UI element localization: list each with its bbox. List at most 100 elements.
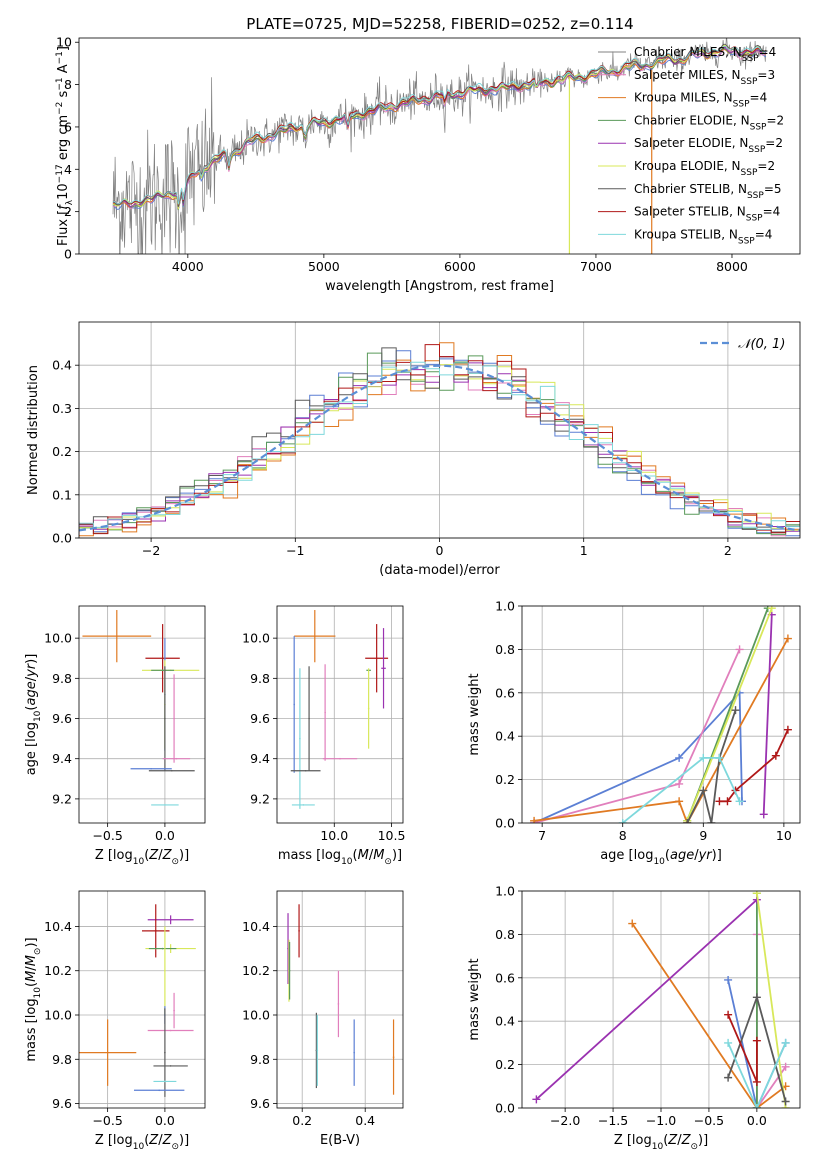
spectrum-ylabel-part: −17 bbox=[55, 164, 65, 183]
data-point bbox=[375, 657, 378, 660]
data-point bbox=[161, 669, 164, 672]
mass_vs_EBV-xtick-label: 0.2 bbox=[292, 1113, 312, 1128]
mass_vs_Z-xlabel-part: Z bbox=[162, 1133, 173, 1148]
age_vs_Z-xtick-label: −0.5 bbox=[92, 828, 122, 843]
spectrum-ylabel-part: −2 bbox=[55, 102, 65, 115]
age_vs_Z-ylabel-part: )] bbox=[24, 654, 39, 664]
mass_vs_Z-ylabel-part: ⊙ bbox=[33, 948, 43, 956]
age_vs_mass-xtick-label: 10.5 bbox=[378, 828, 406, 843]
series-marker bbox=[723, 797, 732, 806]
data-point bbox=[324, 711, 326, 714]
residuals-xlabel: (data-model)/error bbox=[379, 563, 500, 578]
data-point bbox=[164, 717, 166, 720]
spectrum-ytick-label: 8 bbox=[64, 77, 72, 92]
legend-label-part: SSP bbox=[747, 191, 764, 201]
age_vs_mass-plot-layer bbox=[290, 610, 389, 809]
legend-label-part: Chabrier MILES, N bbox=[634, 45, 742, 59]
mass_vs_Z-ytick-label: 9.8 bbox=[52, 1052, 72, 1067]
weight_vs_Z-plot-layer bbox=[532, 891, 790, 1108]
mass_vs_EBV-ytick-label: 9.6 bbox=[250, 1096, 270, 1111]
age_vs_Z-xtick-label: 0.0 bbox=[155, 828, 175, 843]
series-marker bbox=[715, 753, 724, 762]
spectrum-ylabel-part: Flux [ bbox=[56, 210, 71, 246]
age_vs_Z-ytick-label: 9.6 bbox=[52, 711, 72, 726]
legend-label-part: =2 bbox=[765, 136, 783, 150]
legend-label-part: SSP bbox=[741, 77, 758, 87]
weight_vs_age-ylabel: mass weight bbox=[467, 673, 482, 755]
age_vs_Z-xlabel-part: ⊙ bbox=[171, 857, 179, 867]
data-point bbox=[169, 1029, 172, 1032]
mass_vs_Z-frame-layer: −0.5 0.0 9.6 9.8 10.0 10.2 10.4 bbox=[44, 890, 206, 1128]
weight_vs_Z-axes: −2.0 −1.5 −1.0 −0.5 0.0 0.0 0.2 0.4 0.6 0.8 1.0 bbox=[495, 884, 801, 1128]
series-line-kroupa_miles bbox=[631, 922, 787, 1108]
spectrum-frame-layer: 4000 5000 6000 7000 8000 0 2 4 6 8 10 Chabrier MILE… bbox=[56, 35, 801, 274]
legend-label-part: =5 bbox=[764, 182, 782, 196]
data-point bbox=[367, 707, 370, 710]
series-marker bbox=[675, 779, 684, 788]
age_vs_mass-ytick-label: 9.6 bbox=[250, 711, 270, 726]
figure-title: PLATE=0725, MJD=52258, FIBERID=0252, z=0… bbox=[246, 15, 633, 33]
weight_vs_age-ytick-label: 0.2 bbox=[495, 772, 515, 787]
data-point bbox=[337, 1003, 340, 1005]
legend-label-part: SSP bbox=[733, 100, 750, 110]
residuals-xtick-label: 1 bbox=[580, 543, 588, 558]
age_vs_mass-xtick-label: 10.0 bbox=[320, 828, 348, 843]
mass_vs_EBV-xlabel-part: E(B-V) bbox=[320, 1133, 360, 1148]
series-line-salpeter_elodie bbox=[535, 899, 758, 1100]
weight_vs_age-xlabel-part: ( bbox=[665, 848, 670, 863]
spectrum-xtick-label: 6000 bbox=[444, 259, 476, 274]
legend-label-part: =2 bbox=[757, 159, 775, 173]
series-marker bbox=[699, 753, 708, 762]
mass_vs_Z-ylabel-part: )] bbox=[24, 937, 39, 947]
mass_vs_Z-ylabel-part: M bbox=[24, 971, 39, 982]
spectrum-model-salpeter_stelib bbox=[112, 46, 767, 206]
weight_vs_Z-ytick-label: 1.0 bbox=[495, 884, 515, 899]
weight_vs_age-xtick-label: 10 bbox=[776, 828, 792, 843]
mass_vs_EBV-ytick-label: 10.2 bbox=[242, 963, 270, 978]
legend-label-part: SSP bbox=[738, 236, 755, 246]
weight_vs_Z-ytick-label: 0.8 bbox=[495, 927, 515, 942]
data-point bbox=[161, 947, 164, 950]
data-point bbox=[304, 769, 307, 772]
legend-label-part: =4 bbox=[750, 91, 768, 105]
spectrum-ylabel-part: f bbox=[56, 203, 71, 210]
legend-label-part: Chabrier STELIB, N bbox=[634, 182, 747, 196]
mass_vs_EBV-frame-layer: 0.2 0.4 9.6 9.8 10.0 10.2 10.4 bbox=[242, 890, 404, 1128]
age_vs_mass-xlabel-part: ( bbox=[353, 848, 358, 863]
mass_vs_Z-xlabel-part: 10 bbox=[133, 1142, 145, 1152]
spectrum-ylabel-part: −1 bbox=[55, 51, 65, 64]
mass_vs_Z-ylabel-part: / bbox=[24, 966, 39, 971]
age_vs_mass-xlabel-part: mass [log bbox=[278, 848, 341, 863]
weight_vs_age-xlabel-part: / bbox=[694, 848, 699, 863]
weight_vs_age-xlabel-part: age bbox=[670, 848, 694, 863]
legend-label: Chabrier MILES, NSSP=4 bbox=[634, 45, 776, 64]
spectrum-model-chabrier_stelib bbox=[112, 43, 766, 208]
data-point bbox=[173, 1009, 175, 1012]
data-point bbox=[116, 635, 118, 637]
legend-label: Chabrier ELODIE, NSSP=2 bbox=[634, 113, 784, 132]
series-marker bbox=[683, 819, 692, 823]
age_vs_mass-ytick-label: 9.2 bbox=[250, 791, 270, 806]
mass_vs_Z-xlabel-part: Z bbox=[148, 1133, 159, 1148]
weight_vs_age-ytick-label: 0.0 bbox=[495, 816, 515, 831]
age_vs_Z-frame bbox=[78, 605, 206, 824]
series-marker bbox=[699, 786, 708, 795]
data-point bbox=[150, 767, 152, 770]
mass_vs_Z-axes: −0.5 0.0 9.6 9.8 10.0 10.2 10.4 bbox=[44, 890, 206, 1128]
spectrum-ytick-label: 6 bbox=[64, 119, 72, 134]
age_vs_Z-xlabel-part: Z [log bbox=[95, 848, 133, 863]
series-marker bbox=[752, 891, 761, 898]
normal-curve bbox=[79, 364, 800, 532]
series-marker bbox=[767, 606, 776, 613]
series-marker bbox=[759, 810, 768, 819]
data-point bbox=[392, 1056, 395, 1058]
residuals-ytick-label: 0.3 bbox=[52, 401, 72, 416]
data-point bbox=[164, 804, 166, 806]
mass_vs_EBV-xtick-label: 0.4 bbox=[355, 1113, 375, 1128]
data-point bbox=[299, 737, 301, 740]
weight_vs_Z-ylabel: mass weight bbox=[467, 958, 482, 1040]
residuals-ytick-label: 0.0 bbox=[52, 531, 72, 546]
mass_vs_Z-frame bbox=[78, 890, 206, 1109]
weight_vs_age-plot-layer bbox=[530, 606, 792, 823]
spectrum-ylabel-part: A bbox=[56, 64, 71, 77]
